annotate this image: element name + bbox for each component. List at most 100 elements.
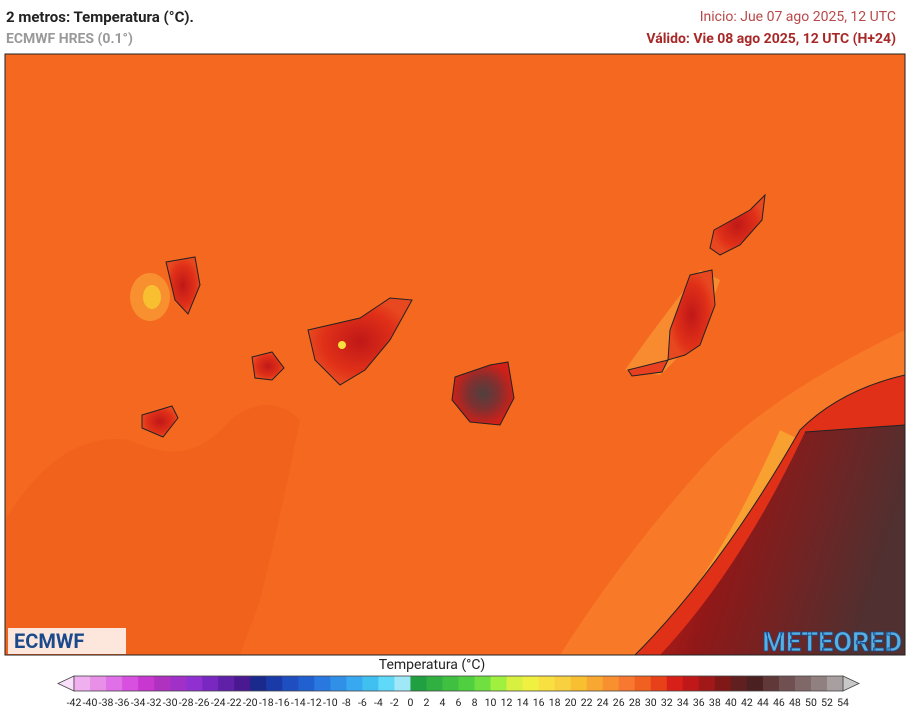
colorbar-cell — [682, 676, 700, 691]
colorbar-cell — [282, 676, 299, 691]
colorbar-cell — [730, 676, 748, 691]
colorbar-tick-label: -40 — [83, 696, 98, 709]
colorbar-tick-label: 46 — [773, 696, 785, 709]
legend-title: Temperatura (°C) — [379, 657, 485, 673]
colorbar-cell — [330, 676, 347, 691]
colorbar-tick-label: -4 — [374, 696, 383, 709]
colorbar-cell — [602, 676, 620, 691]
map-title: 2 metros: Temperatura (°C). — [6, 8, 194, 26]
colorbar-cell — [634, 676, 652, 691]
colorbar-cell — [618, 676, 636, 691]
colorbar-tick-label: 24 — [597, 696, 609, 709]
colorbar-cell — [410, 676, 427, 691]
colorbar-cell — [394, 676, 411, 691]
colorbar-cell — [714, 676, 732, 691]
colorbar-tick-label: -24 — [211, 696, 226, 709]
colorbar-cell — [458, 676, 475, 691]
colorbar-tick-label: -26 — [195, 696, 210, 709]
colorbar-tick-label: 14 — [517, 696, 529, 709]
colorbar-tick-label: 30 — [645, 696, 657, 709]
colorbar-cell — [794, 676, 812, 691]
colorbar-tick-label: 18 — [549, 696, 561, 709]
colorbar-cell — [506, 676, 523, 691]
colorbar-cell — [762, 676, 780, 691]
colorbar-tick-label: 42 — [741, 696, 753, 709]
colorbar-tick-label: 8 — [472, 696, 478, 709]
colorbar-low-arrow — [57, 675, 75, 692]
colorbar-cell — [298, 676, 315, 691]
colorbar-tick-label: 26 — [613, 696, 625, 709]
colorbar-tick-label: 52 — [821, 696, 833, 709]
colorbar-high-arrow — [842, 675, 860, 692]
colorbar-cell — [106, 676, 123, 691]
colorbar-cell — [234, 676, 251, 691]
colorbar-cell — [698, 676, 716, 691]
map-field — [5, 54, 905, 655]
colorbar-cell — [650, 676, 668, 691]
colorbar-frame — [73, 675, 844, 692]
colorbar-cell — [522, 676, 539, 691]
colorbar-cell — [266, 676, 283, 691]
colorbar-cell — [554, 676, 571, 691]
colorbar-cell — [426, 676, 443, 691]
colorbar-cell — [186, 676, 203, 691]
colorbar-tick-label: -42 — [67, 696, 82, 709]
colorbar-tick-label: -32 — [147, 696, 162, 709]
colorbar-tick-label: 2 — [424, 696, 430, 709]
colorbar-tick-label: -10 — [323, 696, 338, 709]
colorbar-tick-label: -30 — [163, 696, 178, 709]
colorbar-tick-label: 36 — [693, 696, 705, 709]
colorbar-cell — [746, 676, 764, 691]
colorbar-tick-label: -12 — [307, 696, 322, 709]
colorbar-tick-label: -6 — [358, 696, 367, 709]
colorbar-cell — [170, 676, 187, 691]
colorbar-cell — [122, 676, 139, 691]
colorbar-tick-label: 50 — [805, 696, 817, 709]
colorbar-tick-label: 44 — [757, 696, 769, 709]
colorbar-tick-label: 34 — [677, 696, 689, 709]
colorbar-cell — [826, 676, 844, 691]
colorbar-cell — [90, 676, 107, 691]
colorbar-cell — [490, 676, 507, 691]
colorbar-tick-label: -2 — [390, 696, 399, 709]
colorbar-cell — [538, 676, 555, 691]
valid-time: Válido: Vie 08 ago 2025, 12 UTC (H+24) — [646, 31, 896, 47]
colorbar-tick-label: 38 — [709, 696, 721, 709]
colorbar-cell — [138, 676, 155, 691]
run-time: Inicio: Jue 07 ago 2025, 12 UTC — [699, 9, 896, 25]
colorbar-tick-label: 10 — [485, 696, 497, 709]
colorbar-tick-label: -16 — [275, 696, 290, 709]
colorbar-tick-label: -20 — [243, 696, 258, 709]
model-name: ECMWF HRES (0.1°) — [6, 31, 133, 47]
colorbar-cell — [218, 676, 235, 691]
colorbar-tick-label: 28 — [629, 696, 641, 709]
colorbar-tick-label: 4 — [440, 696, 446, 709]
meteored-logo: METEORED — [762, 626, 902, 658]
colorbar-cell — [666, 676, 684, 691]
colorbar-cell — [74, 676, 91, 691]
colorbar-cell — [346, 676, 363, 691]
colorbar-tick-label: -28 — [179, 696, 194, 709]
colorbar-tick-label: -36 — [115, 696, 130, 709]
colorbar-cell — [362, 676, 379, 691]
colorbar-cell — [810, 676, 828, 691]
colorbar-cell — [202, 676, 219, 691]
colorbar-tick-label: 20 — [565, 696, 577, 709]
colorbar-tick-label: 16 — [533, 696, 545, 709]
colorbar-tick-label: 12 — [501, 696, 513, 709]
colorbar-cell — [314, 676, 331, 691]
colorbar-tick-label: 22 — [581, 696, 593, 709]
colorbar: -42 -40 -38 -36 -34 -32 -30 -28 -26 -24 -22 -20 -18-… — [57, 675, 860, 709]
colorbar-tick-label: 32 — [661, 696, 673, 709]
colorbar-tick-label: 40 — [725, 696, 737, 709]
colorbar-tick-label: -38 — [99, 696, 114, 709]
colorbar-cell — [442, 676, 459, 691]
colorbar-tick-label: 54 — [837, 696, 849, 709]
colorbar-tick-label: -34 — [131, 696, 146, 709]
colorbar-tick-label: 0 — [407, 696, 413, 709]
colorbar-cell — [586, 676, 603, 691]
colorbar-tick-label: 48 — [789, 696, 801, 709]
colorbar-tick-label: -8 — [342, 696, 351, 709]
